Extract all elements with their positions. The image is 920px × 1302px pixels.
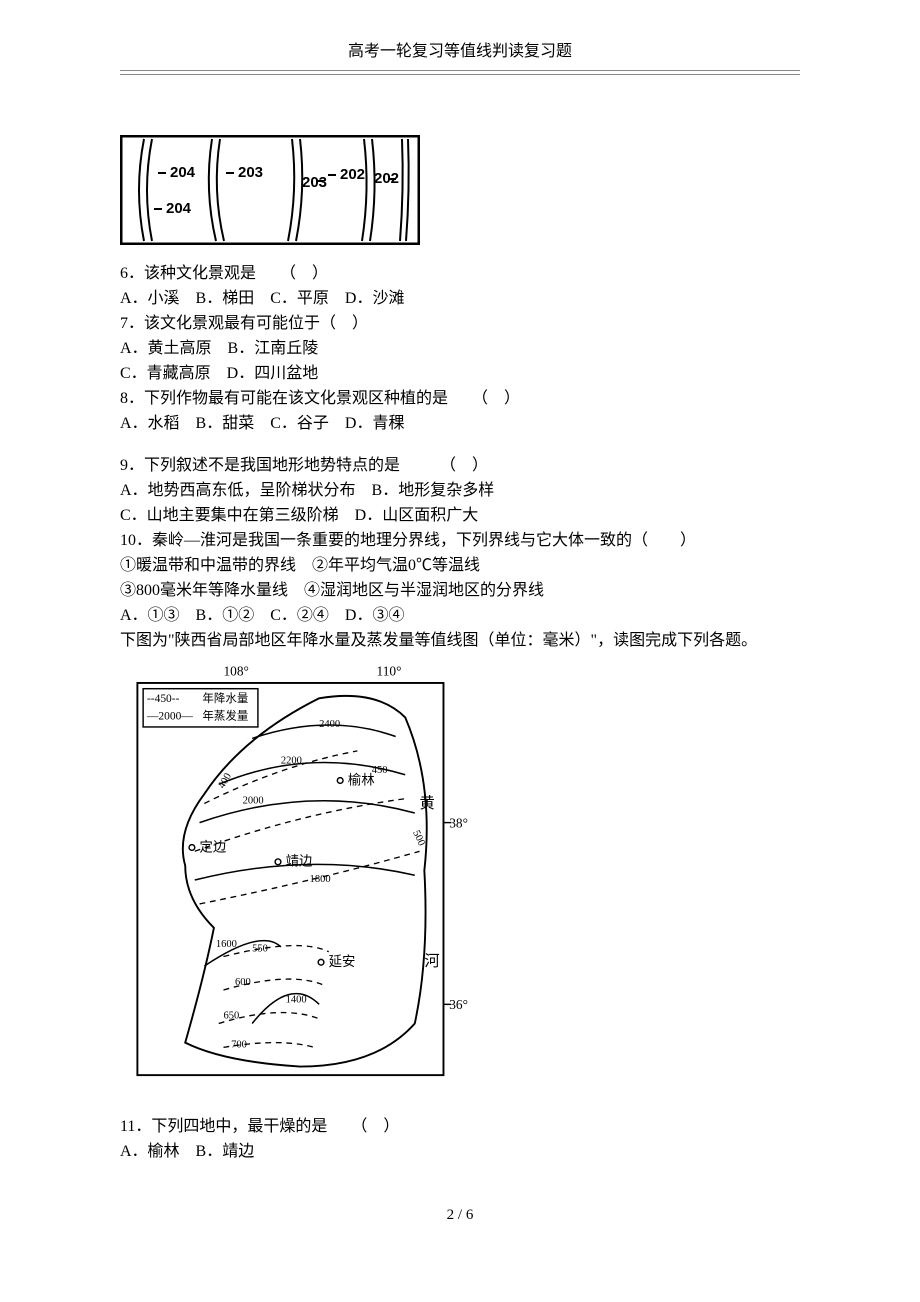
q8-text: 8．下列作物最有可能在该文化景观区种植的是 （ ） xyxy=(120,387,800,411)
document-page: 高考一轮复习等值线判读复习题 204 203 203 202 202 204 6．该种文化… xyxy=(0,0,920,1267)
svg-text:203: 203 xyxy=(238,164,263,181)
svg-text:—2000—: —2000— xyxy=(146,710,193,722)
svg-text:204: 204 xyxy=(166,200,192,217)
svg-text:108°: 108° xyxy=(223,663,248,678)
q9-text: 9．下列叙述不是我国地形地势特点的是 （ ） xyxy=(120,454,800,478)
svg-text:202: 202 xyxy=(340,166,365,183)
q7-text: 7．该文化景观最有可能位于（ ） xyxy=(120,312,800,336)
q8-options: A．水稻 B．甜菜 C．谷子 D．青稞 xyxy=(120,412,800,436)
q7-options-row1: A．黄土高原 B．江南丘陵 xyxy=(120,337,800,361)
q7-options-row2: C．青藏高原 D．四川盆地 xyxy=(120,362,800,386)
figure2-intro: 下图为"陕西省局部地区年降水量及蒸发量等值线图（单位：毫米）"，读图完成下列各题… xyxy=(120,629,800,653)
header-rule xyxy=(120,70,800,75)
svg-text:650: 650 xyxy=(223,1011,239,1022)
svg-text:550: 550 xyxy=(252,944,268,955)
svg-text:靖边: 靖边 xyxy=(286,854,313,869)
page-header-title: 高考一轮复习等值线判读复习题 xyxy=(120,40,800,64)
svg-text:黄: 黄 xyxy=(420,795,435,812)
svg-text:年蒸发量: 年蒸发量 xyxy=(202,708,248,722)
svg-text:定边: 定边 xyxy=(200,839,227,854)
q10-options: A．①③ B．①② C．②④ D．③④ xyxy=(120,604,800,628)
svg-text:榆林: 榆林 xyxy=(348,772,375,787)
svg-text:38°: 38° xyxy=(449,815,468,830)
q11-text: 11．下列四地中，最干燥的是 （ ） xyxy=(120,1115,800,1139)
q11-options: A．榆林 B．靖边 xyxy=(120,1140,800,1164)
svg-text:2000: 2000 xyxy=(243,795,264,806)
svg-text:2200: 2200 xyxy=(281,755,302,766)
terrace-diagram: 204 203 203 202 202 204 xyxy=(120,135,420,245)
svg-text:河: 河 xyxy=(424,953,439,970)
svg-text:600: 600 xyxy=(235,977,251,988)
svg-text:203: 203 xyxy=(302,174,327,191)
svg-text:1800: 1800 xyxy=(310,874,331,885)
svg-text:36°: 36° xyxy=(449,997,468,1012)
svg-text:700: 700 xyxy=(231,1039,247,1050)
svg-text:2400: 2400 xyxy=(319,719,340,730)
q9-options-row2: C．山地主要集中在第三级阶梯 D．山区面积广大 xyxy=(120,504,800,528)
svg-text:1400: 1400 xyxy=(286,994,307,1005)
svg-text:--450--: --450-- xyxy=(147,693,180,705)
q6-options: A．小溪 B．梯田 C．平原 D．沙滩 xyxy=(120,287,800,311)
q10-stmt2: ③800毫米年等降水量线 ④湿润地区与半湿润地区的分界线 xyxy=(120,579,800,603)
svg-text:年降水量: 年降水量 xyxy=(202,691,248,705)
svg-text:1600: 1600 xyxy=(216,939,237,950)
q6-text: 6．该种文化景观是 （ ） xyxy=(120,262,800,286)
q10-text: 10．秦岭—淮河是我国一条重要的地理分界线，下列界线与它大体一致的（ ） xyxy=(120,529,800,553)
svg-text:202: 202 xyxy=(374,170,399,187)
svg-text:204: 204 xyxy=(170,164,196,181)
svg-text:110°: 110° xyxy=(377,663,402,678)
page-footer: 2 / 6 xyxy=(120,1204,800,1227)
svg-text:延安: 延安 xyxy=(329,954,356,969)
shaanxi-map: 108° 110° --450-- 年降水量 —2000— 年蒸发量 xyxy=(120,660,480,1100)
q10-stmt1: ①暖温带和中温带的界线 ②年平均气温0℃等温线 xyxy=(120,554,800,578)
q9-options-row1: A．地势西高东低，呈阶梯状分布 B．地形复杂多样 xyxy=(120,479,800,503)
